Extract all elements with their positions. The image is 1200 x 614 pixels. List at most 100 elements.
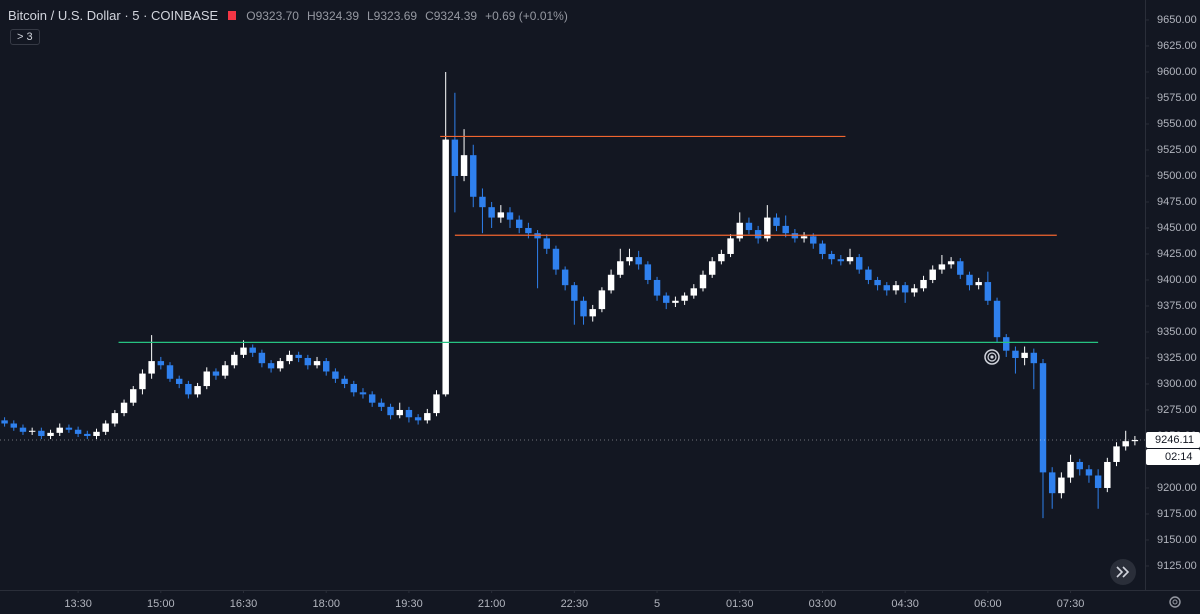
candle-body [139,373,146,390]
candle-body [74,429,82,434]
candle-body [221,365,229,376]
candle-body [690,288,698,296]
change: +0.69 (+0.01%) [485,8,568,23]
candle-body [957,261,964,275]
candle-body [175,378,183,384]
x-tick-label: 18:00 [312,598,340,610]
candle-body [332,371,339,379]
candle-body [617,261,624,275]
candle-body [773,217,780,226]
settings-icon[interactable] [1169,596,1181,608]
candle-body [589,309,596,317]
x-tick-label: 19:30 [395,598,423,610]
candle-body [1003,337,1010,351]
candle-body [47,432,54,436]
candle-body [231,354,238,366]
candle-body [1,420,8,424]
candle-body [699,274,707,289]
y-tick-label: 9550.00 [1157,118,1197,130]
candle-body [65,427,73,430]
ohlc-open: O9323.70 [246,8,299,23]
x-tick-label: 21:00 [478,598,506,610]
candle-body [1030,352,1038,364]
candle-body [488,207,495,218]
candle-body [984,282,992,301]
x-tick-label: 22:30 [561,598,589,610]
candle-body [626,257,633,262]
candle-body [194,386,201,395]
candle-body [975,282,982,286]
market-flag [228,11,237,20]
candle-body [653,279,661,296]
candle-body [148,361,155,374]
candle-body [929,269,936,280]
ohlc-low: L9323.69 [367,8,418,23]
candle-body [56,427,63,433]
y-tick-label: 9400.00 [1157,274,1197,286]
candle-body [525,227,532,234]
candle-body [203,371,210,387]
candle-body [506,212,514,220]
x-tick-label: 06:00 [974,598,1002,610]
candle-body [938,264,946,270]
candle-body [240,347,247,355]
candle-body [1094,475,1102,488]
candle-body [387,406,394,416]
symbol-title: Bitcoin / U.S. Dollar · 5 · COINBASE [8,8,219,23]
y-tick-label: 9150.00 [1157,534,1197,546]
candle-body [28,430,36,432]
candle-body [1058,477,1065,494]
y-tick-label: 9600.00 [1157,66,1197,78]
y-tick-label: 9475.00 [1157,196,1197,208]
candle-body [966,274,973,286]
candle-body [993,300,1001,338]
candle-body [598,290,606,310]
candle-body [479,196,486,208]
candle-body [1067,461,1074,478]
y-tick-label: 9125.00 [1157,560,1197,572]
candle-body [920,279,927,289]
candle-body [19,427,27,432]
y-tick-label: 9625.00 [1157,40,1197,52]
indicators-toggle[interactable]: > 3 [10,29,40,45]
candle-body [1131,440,1139,442]
candle-body [580,300,587,317]
candle-body [727,238,734,254]
candle-body [800,236,808,239]
candle-body [451,139,459,176]
candle-body [718,253,725,262]
alert-icon[interactable] [984,349,1000,365]
candle-body [865,269,872,280]
candle-body [874,279,881,286]
candle-body [607,274,615,291]
candle-body [130,389,137,403]
x-tick-label: 03:00 [809,598,837,610]
plot-area [1,71,1139,519]
last-price-tag: 9246.11 [1155,434,1194,446]
scroll-to-end-button[interactable] [1110,559,1136,585]
candle-body [295,354,302,358]
countdown-bg [1146,449,1200,466]
candle-body [883,285,890,291]
candle-body [323,361,330,372]
x-tick-label: 15:00 [147,598,175,610]
candle-body [672,300,679,303]
x-tick-label: 01:30 [726,598,754,610]
candle-body [1021,352,1028,358]
candle-body [460,155,468,176]
candle-body [359,392,367,395]
candle-body [892,285,900,291]
y-tick-label: 9450.00 [1157,222,1197,234]
candle-body [102,423,109,432]
candle-body [754,230,762,239]
x-tick-label: 5 [654,598,660,610]
candle-body [267,363,275,369]
y-tick-label: 9525.00 [1157,144,1197,156]
candle-body [38,430,45,436]
candle-body [185,383,192,395]
candle-body [1076,461,1083,470]
candle-body [947,261,955,265]
candle-body [1104,461,1111,488]
candle-body [433,394,440,414]
